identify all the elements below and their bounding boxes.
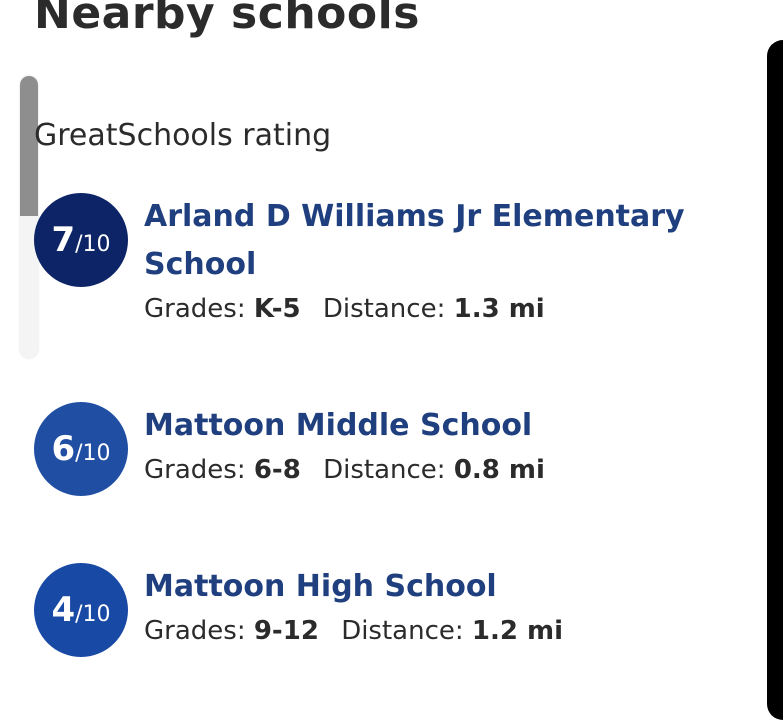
distance-label: Distance: [341,616,464,646]
grades-value: K-5 [253,294,301,324]
school-name-link[interactable]: Arland D Williams Jr Elementary School [144,199,685,282]
school-info: Mattoon Middle School Grades: 6-8 Distan… [144,402,704,490]
rating-value: 4 [51,590,76,630]
rating-badge: 6/10 [34,402,128,496]
school-meta: Grades: 9-12 Distance: 1.2 mi [144,611,704,651]
distance-label: Distance: [323,455,446,485]
rating-value: 7 [51,220,76,260]
rating-badge: 4/10 [34,563,128,657]
scrollbar-thumb[interactable] [20,76,38,216]
distance-label: Distance: [322,294,446,324]
section-label: GreatSchools rating [34,118,332,153]
grades-label: Grades: [144,294,246,324]
grades-value: 6-8 [253,455,301,485]
school-name-link[interactable]: Mattoon High School [144,569,497,604]
rating-denominator: /10 [75,440,111,466]
school-name-link[interactable]: Mattoon Middle School [144,408,533,443]
rating-denominator: /10 [75,601,111,627]
screen-edge [767,40,783,720]
page-title: Nearby schools [34,0,420,39]
distance-value: 1.3 mi [453,294,545,324]
school-meta: Grades: 6-8 Distance: 0.8 mi [144,450,704,490]
rating-value: 6 [51,429,76,469]
distance-value: 0.8 mi [453,455,545,485]
school-meta: Grades: K-5 Distance: 1.3 mi [144,289,704,329]
grades-label: Grades: [144,616,246,646]
grades-label: Grades: [144,455,246,485]
scrollbar[interactable] [20,76,38,358]
grades-value: 9-12 [253,616,319,646]
school-info: Mattoon High School Grades: 9-12 Distanc… [144,563,704,651]
rating-denominator: /10 [75,231,111,257]
distance-value: 1.2 mi [471,616,564,646]
school-info: Arland D Williams Jr Elementary School G… [144,193,704,329]
rating-badge: 7/10 [34,193,128,287]
